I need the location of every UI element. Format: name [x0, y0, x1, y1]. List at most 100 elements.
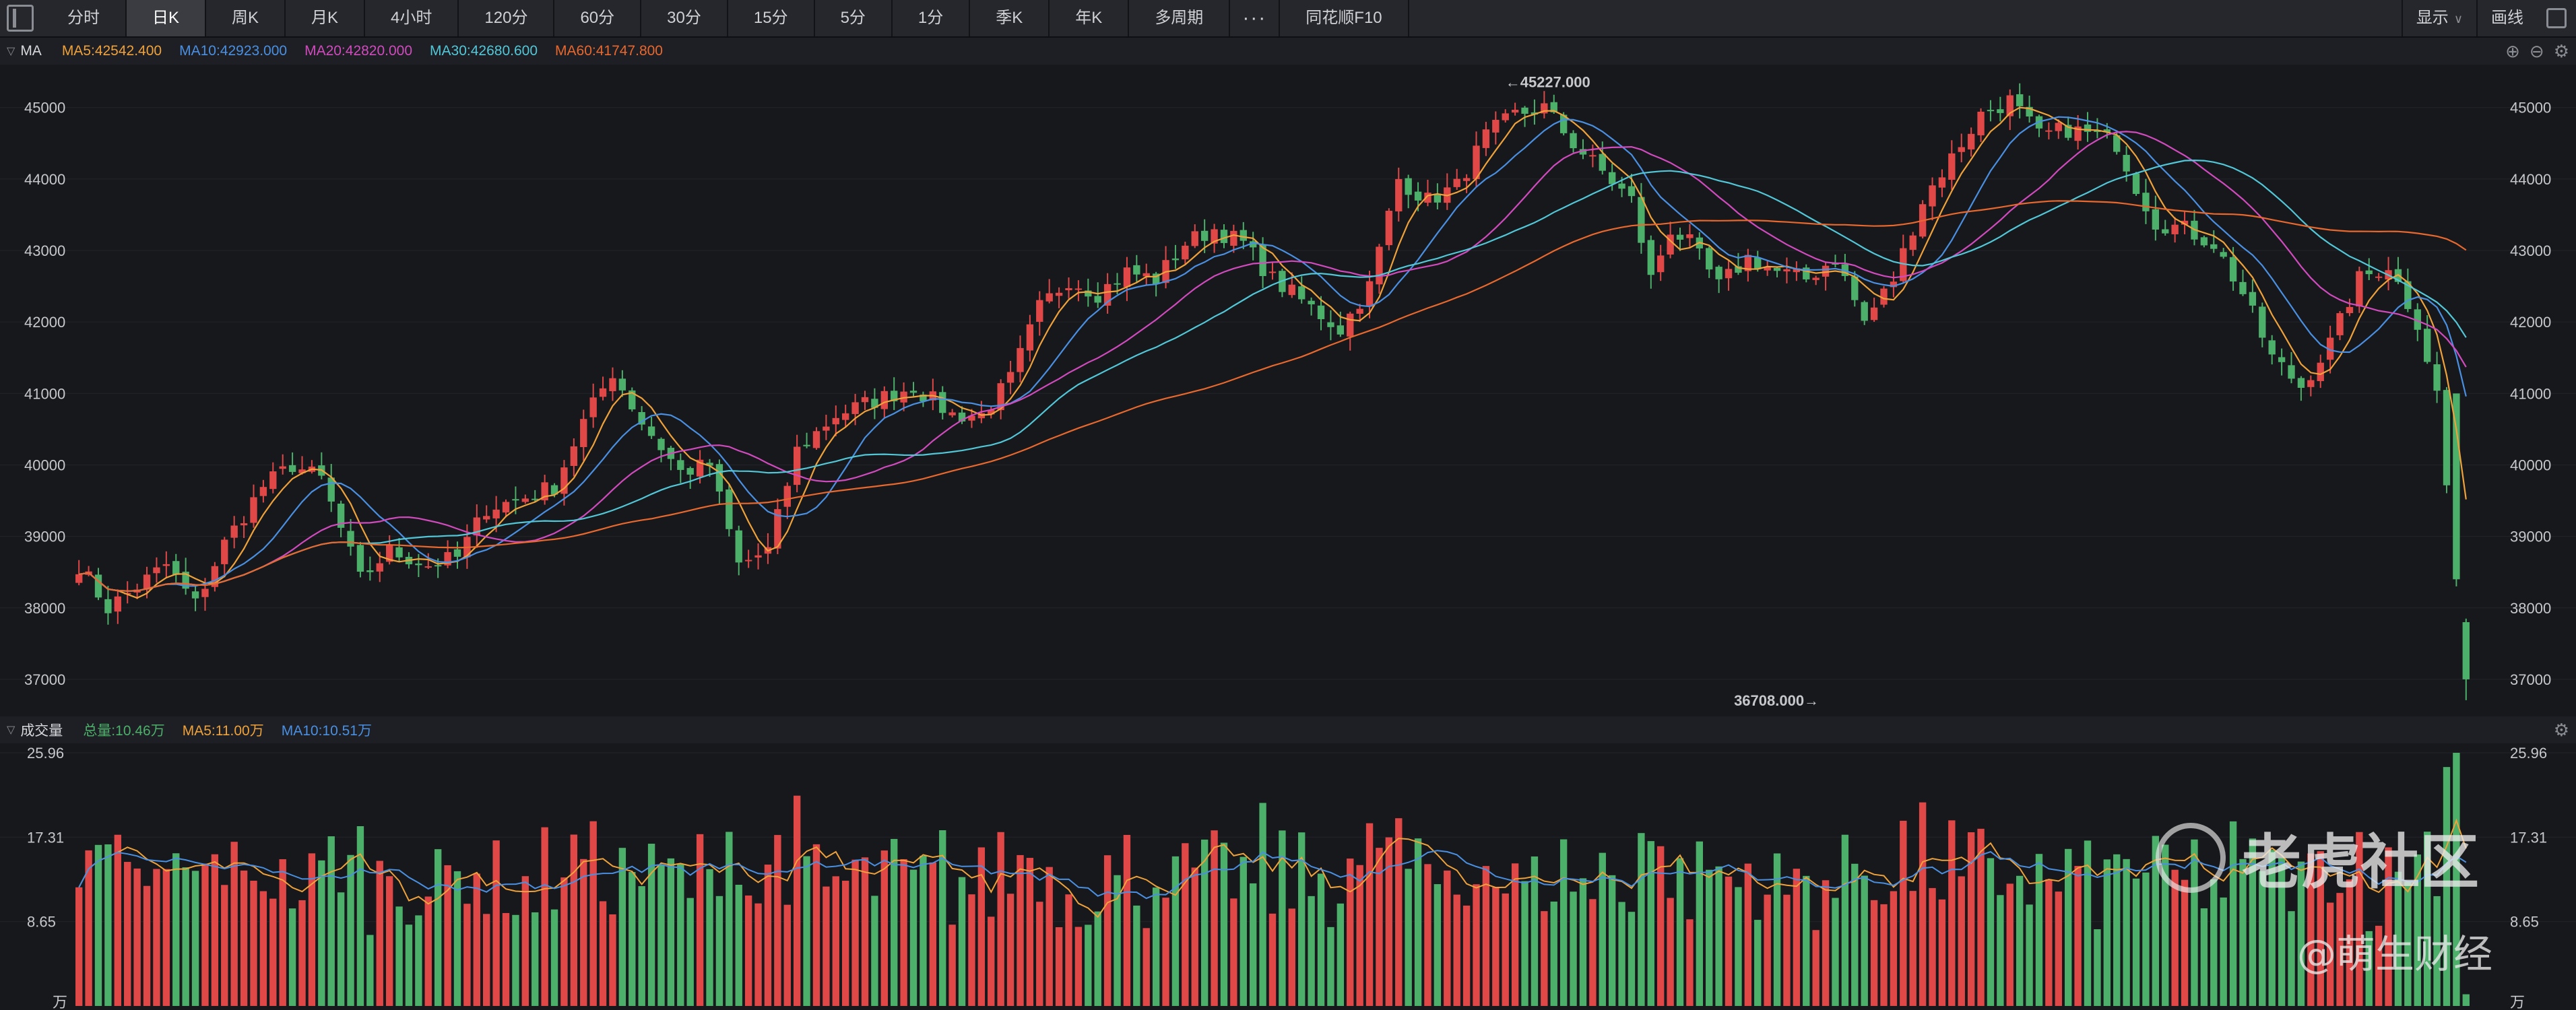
display-dropdown[interactable]: 显示 ∨ [2401, 0, 2476, 36]
volume-bar [2220, 897, 2227, 1006]
candle-body [1812, 277, 1820, 280]
volume-bar [1191, 867, 1198, 1006]
volume-bar [2200, 908, 2208, 1006]
price-tick-right: 38000 [2510, 600, 2551, 617]
volume-bar [1696, 841, 1703, 1006]
volume-bar [1492, 887, 1500, 1006]
volume-bar [2210, 879, 2218, 1006]
volume-bar [1347, 858, 1354, 1006]
tab-period-7[interactable]: 30分 [641, 0, 728, 36]
volume-bar [1618, 902, 1625, 1006]
candle-body [2375, 276, 2383, 278]
price-tick-left: 43000 [24, 242, 65, 259]
volume-chart[interactable]: 8.65 8.65 17.31 17.31 25.96 25.96 万 万 [0, 743, 2576, 1010]
tab-period-2[interactable]: 周K [206, 0, 286, 36]
candle-body [1987, 110, 1995, 112]
candle-body [1055, 292, 1063, 296]
volume-bar [1356, 865, 1363, 1006]
volume-bar [502, 912, 510, 1006]
candle-body [609, 378, 616, 391]
candle-body [1026, 324, 1034, 351]
candle-body [288, 465, 296, 472]
draw-line-button[interactable]: 画线 [2476, 0, 2537, 36]
volume-bar [376, 861, 383, 1006]
candle-body [521, 498, 529, 502]
zoom-in-icon[interactable]: ⊕ [2505, 40, 2520, 61]
vol-legend-item: MA5:11.00万 [182, 723, 264, 739]
volume-bar [1938, 899, 1946, 1006]
volume-bar [521, 876, 529, 1006]
volume-bar [1870, 900, 1878, 1006]
volume-tick-left: 8.65 [27, 914, 56, 931]
fullscreen-icon[interactable] [2546, 8, 2567, 28]
f10-button[interactable]: 同花顺F10 [1280, 0, 1409, 36]
zoom-out-icon[interactable]: ⊖ [2529, 40, 2544, 61]
price-chart[interactable]: 37000 37000 38000 38000 39000 39000 40000 40000… [0, 65, 2576, 715]
more-periods-button[interactable]: ··· [1230, 0, 1281, 36]
volume-bar [347, 854, 354, 1006]
volume-bar [2259, 871, 2266, 1006]
candle-body [483, 516, 490, 520]
candle-body [1473, 145, 1480, 180]
volume-bar [298, 900, 306, 1006]
tab-period-10[interactable]: 1分 [893, 0, 971, 36]
volume-tick-left: 17.31 [27, 829, 64, 846]
collapse-triangle-icon[interactable]: ▽ [7, 725, 15, 736]
volume-bar [2181, 879, 2189, 1006]
settings-gear-icon[interactable]: ⚙ [2553, 40, 2569, 61]
tab-period-11[interactable]: 季K [970, 0, 1050, 36]
volume-bar [580, 858, 587, 1006]
tab-period-0[interactable]: 分时 [42, 0, 127, 36]
volume-bar [434, 849, 442, 1006]
volume-unit-right: 万 [2510, 994, 2525, 1010]
volume-bar [1026, 858, 1034, 1006]
ma-legend-bar: ▽ MA MA5:42542.400 MA10:42923.000 MA20:428… [0, 38, 2576, 65]
tab-period-9[interactable]: 5分 [815, 0, 893, 36]
candle-body [570, 446, 578, 466]
volume-bar [2239, 858, 2247, 1006]
volume-bar [599, 901, 607, 1006]
candle-body [1347, 313, 1354, 337]
volume-bar [1647, 841, 1654, 1006]
candle-body [754, 555, 762, 558]
volume-bar [667, 858, 675, 1006]
tab-period-13[interactable]: 多周期 [1129, 0, 1231, 36]
tab-period-5[interactable]: 120分 [459, 0, 555, 36]
ma-legend-item: MA60:41747.800 [555, 43, 663, 59]
volume-bar [288, 908, 296, 1006]
collapse-triangle-icon[interactable]: ▽ [7, 46, 15, 57]
candle-body [2181, 220, 2189, 225]
volume-bar [1628, 912, 1636, 1006]
candle-body [580, 419, 587, 447]
volume-bar [1822, 880, 1830, 1006]
candle-body [2123, 155, 2130, 172]
settings-gear-icon[interactable]: ⚙ [2553, 719, 2569, 740]
volume-bar [2229, 821, 2237, 1006]
candle-body [812, 431, 820, 448]
candle-body [2297, 378, 2305, 388]
volume-bar [2006, 883, 2014, 1006]
sidebar-toggle-icon[interactable] [7, 5, 34, 32]
volume-bar [1162, 898, 1169, 1006]
volume-bar [483, 914, 490, 1006]
candle-body [356, 545, 364, 572]
volume-bar [2142, 872, 2150, 1006]
volume-bar [532, 912, 539, 1006]
candle-body [1045, 293, 1053, 302]
candle-body [1511, 109, 1519, 113]
tab-period-1[interactable]: 日K [127, 0, 207, 36]
tab-period-4[interactable]: 4小时 [365, 0, 459, 36]
volume-bar [1579, 878, 1587, 1006]
period-tabs: 分时 日K 周K 月K 4小时 120分 60分 30分 15分 5分 1分 季K 年K 多周期 [42, 0, 1231, 36]
volume-bar [715, 896, 723, 1006]
tab-period-12[interactable]: 年K [1050, 0, 1130, 36]
tab-period-6[interactable]: 60分 [554, 0, 642, 36]
volume-bar [143, 885, 151, 1006]
tab-period-3[interactable]: 月K [286, 0, 366, 36]
volume-bar [230, 842, 238, 1006]
volume-bar [1385, 837, 1393, 1006]
candle-body [2414, 309, 2421, 330]
candle-body [94, 574, 102, 598]
candle-body [1570, 133, 1577, 149]
tab-period-8[interactable]: 15分 [728, 0, 815, 36]
